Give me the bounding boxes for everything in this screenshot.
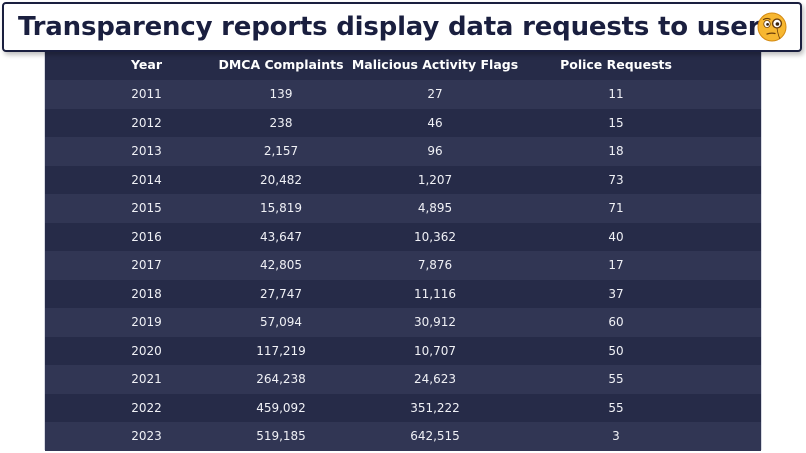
table-row: 2016 43,647 10,362 40 [45, 222, 761, 251]
cell-police-requests: 17 [608, 258, 624, 273]
page-title: Transparency reports display data reques… [18, 12, 776, 42]
cell-year: 2017 [131, 258, 162, 273]
table-row: 2018 27,747 11,116 37 [45, 279, 761, 308]
cell-year: 2016 [131, 229, 162, 244]
table-row: 2013 2,157 96 18 [45, 137, 761, 166]
cell-dmca-complaints: 20,482 [260, 172, 302, 187]
cell-police-requests: 55 [608, 400, 624, 415]
table-row: 2021 264,238 24,623 55 [45, 365, 761, 394]
cell-police-requests: 40 [608, 229, 624, 244]
cell-dmca-complaints: 139 [269, 87, 293, 102]
transparency-table: Year DMCA Complaints Malicious Activity … [44, 48, 762, 451]
cell-year: 2021 [131, 372, 162, 387]
cell-year: 2014 [131, 172, 162, 187]
cell-year: 2022 [131, 400, 162, 415]
cell-malicious-activity-flags: 10,362 [414, 229, 456, 244]
cell-malicious-activity-flags: 4,895 [417, 201, 453, 216]
table-row: 2017 42,805 7,876 17 [45, 251, 761, 280]
cell-year: 2013 [131, 144, 162, 159]
cell-year: 2023 [131, 429, 162, 444]
cell-malicious-activity-flags: 30,912 [414, 315, 456, 330]
header-dmca-complaints: DMCA Complaints [218, 56, 344, 72]
table-row: 2023 519,185 642,515 3 [45, 422, 761, 451]
cell-police-requests: 11 [608, 87, 624, 102]
cell-police-requests: 60 [608, 315, 624, 330]
cell-malicious-activity-flags: 96 [427, 144, 443, 159]
cell-police-requests: 3 [612, 429, 620, 444]
cell-dmca-complaints: 2,157 [263, 144, 299, 159]
cell-police-requests: 55 [608, 372, 624, 387]
cell-police-requests: 37 [608, 286, 624, 301]
cell-dmca-complaints: 57,094 [260, 315, 302, 330]
header-police-requests: Police Requests [560, 56, 672, 72]
cell-dmca-complaints: 43,647 [260, 229, 302, 244]
cell-malicious-activity-flags: 351,222 [410, 400, 460, 415]
cell-year: 2012 [131, 115, 162, 130]
cell-police-requests: 50 [608, 343, 624, 358]
table-row: 2019 57,094 30,912 60 [45, 308, 761, 337]
table-row: 2014 20,482 1,207 73 [45, 165, 761, 194]
cell-dmca-complaints: 27,747 [260, 286, 302, 301]
cell-malicious-activity-flags: 24,623 [414, 372, 456, 387]
table-row: 2022 459,092 351,222 55 [45, 393, 761, 422]
cell-year: 2011 [131, 87, 162, 102]
table-row: 2011 139 27 11 [45, 80, 761, 109]
cell-police-requests: 73 [608, 172, 624, 187]
cell-malicious-activity-flags: 11,116 [414, 286, 456, 301]
cell-police-requests: 15 [608, 115, 624, 130]
cell-year: 2015 [131, 201, 162, 216]
cell-dmca-complaints: 117,219 [256, 343, 306, 358]
cell-malicious-activity-flags: 1,207 [417, 172, 453, 187]
cell-malicious-activity-flags: 46 [427, 115, 443, 130]
cell-dmca-complaints: 42,805 [260, 258, 302, 273]
cell-police-requests: 18 [608, 144, 624, 159]
cell-year: 2020 [131, 343, 162, 358]
header-year: Year [131, 56, 162, 72]
title-banner: Transparency reports display data reques… [2, 2, 802, 52]
cell-malicious-activity-flags: 7,876 [417, 258, 453, 273]
thinking-face-icon [757, 12, 787, 42]
cell-malicious-activity-flags: 10,707 [414, 343, 456, 358]
cell-year: 2018 [131, 286, 162, 301]
cell-malicious-activity-flags: 27 [427, 87, 443, 102]
cell-year: 2019 [131, 315, 162, 330]
cell-malicious-activity-flags: 642,515 [410, 429, 460, 444]
table-row: 2020 117,219 10,707 50 [45, 336, 761, 365]
table-header: Year DMCA Complaints Malicious Activity … [45, 48, 761, 80]
cell-dmca-complaints: 264,238 [256, 372, 306, 387]
table-row: 2012 238 46 15 [45, 108, 761, 137]
cell-police-requests: 71 [608, 201, 624, 216]
cell-dmca-complaints: 238 [269, 115, 293, 130]
cell-dmca-complaints: 519,185 [256, 429, 306, 444]
header-malicious-activity-flags: Malicious Activity Flags [351, 56, 519, 72]
table-row: 2015 15,819 4,895 71 [45, 194, 761, 223]
cell-dmca-complaints: 459,092 [256, 400, 306, 415]
cell-dmca-complaints: 15,819 [260, 201, 302, 216]
